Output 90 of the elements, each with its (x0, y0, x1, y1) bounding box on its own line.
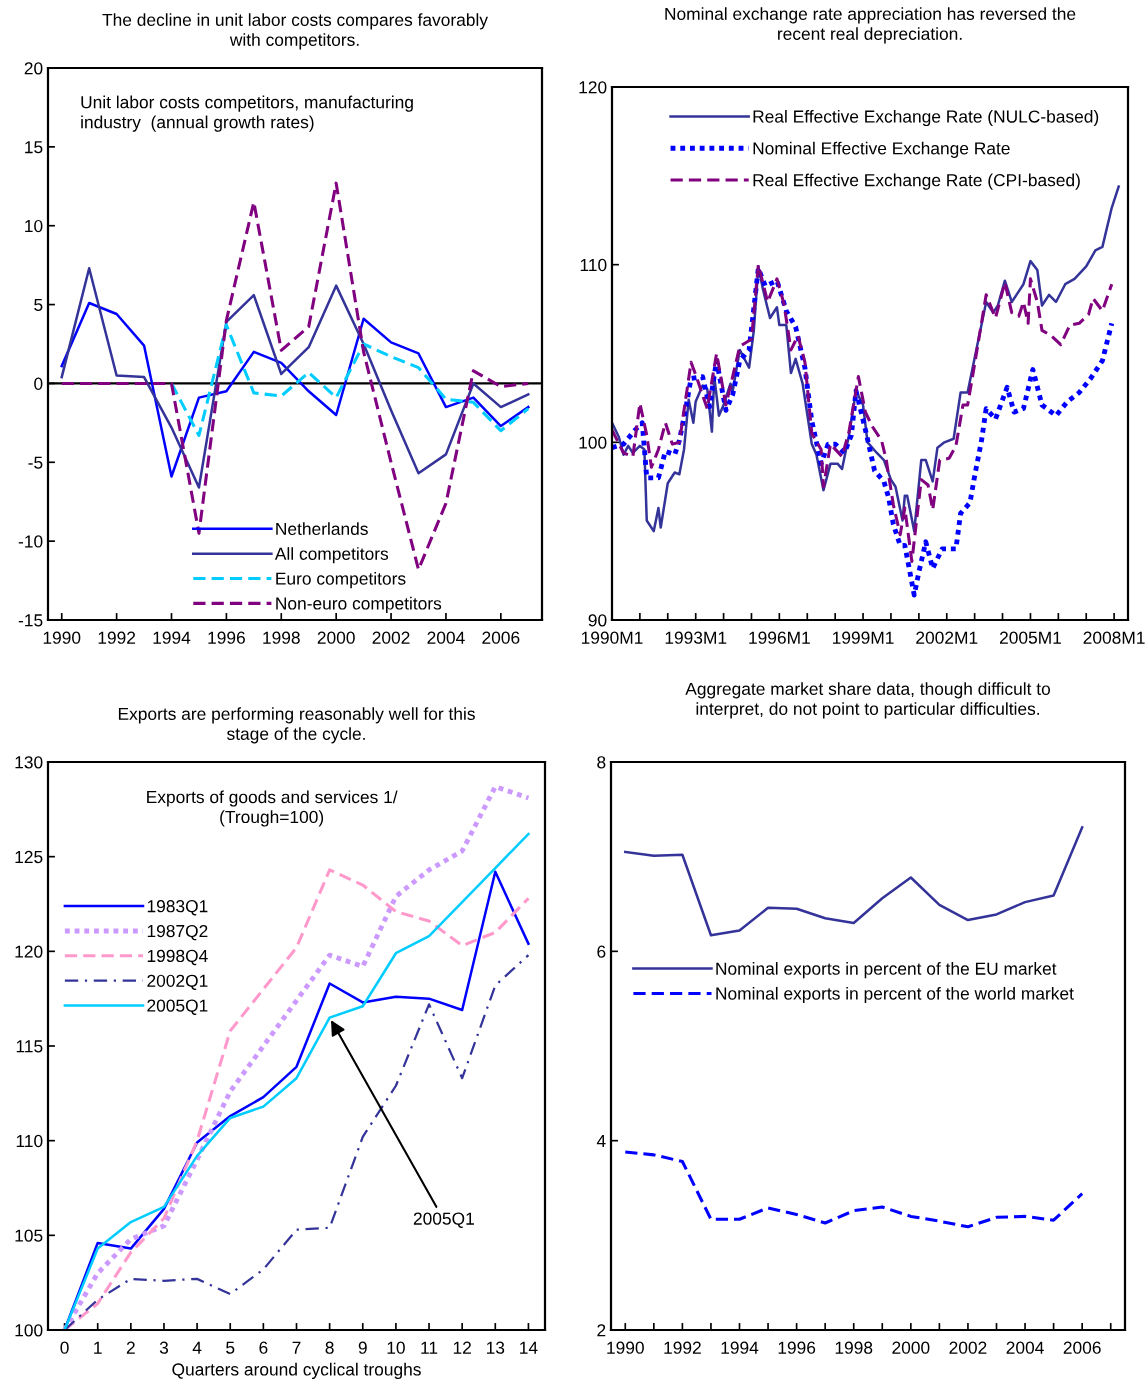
legend-label: 1983Q1 (147, 900, 208, 916)
line-series (624, 826, 1084, 937)
x-tick-label: 1996 (208, 631, 245, 644)
y-tick-label: 115 (16, 1040, 43, 1053)
x-tick-label: 2004 (1006, 1341, 1044, 1354)
y-tick-label: 90 (588, 614, 607, 627)
x-tick-label: 1992 (98, 631, 136, 644)
x-tick-label: 11 (421, 1341, 438, 1354)
line-series (60, 301, 530, 478)
y-tick-label: 4 (596, 1135, 606, 1147)
y-tick-label: 110 (16, 1134, 43, 1148)
x-tick-label: 2002 (949, 1341, 987, 1354)
x-tick-label: 10 (387, 1341, 405, 1354)
x-tick-label: 2002 (372, 631, 410, 644)
x-tick-label: 1996M1 (749, 631, 810, 644)
x-tick-label: 1994 (153, 631, 191, 644)
legend-label: 2002Q1 (147, 974, 208, 991)
x-tick-label: 7 (292, 1341, 301, 1354)
y-tick-label: 15 (25, 141, 43, 154)
line-series (60, 181, 530, 572)
x-tick-label: 1999M1 (833, 631, 894, 644)
annotation: Unit labor costs competitors, manufacturing industry (annual growth rates) (81, 95, 413, 132)
chart-title: Nominal exchange rate appreciation has reversed the recent real depreciation. (665, 7, 1076, 44)
x-tick-label: 1992 (664, 1341, 701, 1354)
x-tick-label: 12 (453, 1341, 471, 1354)
legend-label: 1987Q2 (147, 924, 208, 941)
x-tick-label: 2000 (317, 631, 355, 644)
x-tick-label: 2006 (1063, 1341, 1101, 1354)
x-tick-label: 1990 (607, 1341, 644, 1354)
legend-label: All competitors (274, 547, 389, 564)
y-tick-label: 120 (15, 945, 43, 958)
y-tick-label: 100 (579, 436, 607, 449)
y-tick-label: 120 (579, 81, 607, 94)
y-tick-label: 8 (597, 756, 606, 769)
x-axis-title: Quarters around cyclical troughs (172, 1362, 421, 1380)
y-tick-label: 130 (15, 756, 43, 769)
y-tick-label: 20 (24, 62, 43, 75)
y-tick-label: 100 (15, 1324, 43, 1337)
x-tick-label: 0 (60, 1341, 69, 1354)
x-tick-label: 1 (94, 1341, 102, 1354)
x-tick-label: 1998 (835, 1341, 873, 1354)
y-tick-label: -5 (28, 456, 43, 469)
chart-title: The decline in unit labor costs compares favorably with competitors. (102, 13, 488, 50)
legend-label: Netherlands (276, 522, 368, 536)
x-tick-label: 3 (159, 1341, 169, 1354)
y-tick-label: 10 (25, 219, 43, 233)
y-tick-label: 105 (15, 1229, 43, 1242)
x-tick-label: 2004 (427, 631, 465, 644)
line-series (60, 267, 530, 489)
legend-label: 1998Q4 (147, 949, 208, 966)
y-tick-label: 125 (15, 850, 43, 864)
y-tick-label: 2 (597, 1324, 606, 1337)
legend-label: 2005Q1 (147, 999, 208, 1015)
x-tick-label: 1990M1 (581, 631, 643, 644)
legend-label: Nominal exports in percent of the world market (716, 986, 1074, 1004)
x-tick-label: 13 (486, 1341, 505, 1354)
legend-label: Real Effective Exchange Rate (NULC-based) (753, 109, 1099, 127)
x-tick-label: 2 (126, 1341, 135, 1354)
x-tick-label: 1994 (721, 1341, 759, 1354)
annotation: Exports of goods and services 1/ (Trough=100) (147, 790, 398, 827)
x-tick-label: 1998 (263, 631, 300, 644)
x-tick-label: 5 (226, 1341, 235, 1354)
x-tick-label: 9 (358, 1341, 367, 1354)
x-tick-label: 2002M1 (916, 631, 978, 644)
x-tick-label: 4 (192, 1341, 202, 1354)
legend-label: Nominal Effective Exchange Rate (753, 141, 1010, 158)
y-tick-label: 110 (580, 258, 607, 272)
x-tick-label: 2005M1 (999, 631, 1061, 644)
y-tick-label: 5 (34, 298, 43, 312)
legend-label: Euro competitors (276, 572, 406, 589)
chart-title: Aggregate market share data, though difficult to interpret, do not point to particular difficulties. (685, 682, 1051, 719)
legend-label: Non-euro competitors (276, 596, 442, 614)
line-series (623, 1150, 1084, 1229)
x-tick-label: 2000 (892, 1341, 930, 1354)
y-tick-label: 6 (597, 945, 606, 958)
x-tick-label: 14 (520, 1341, 538, 1354)
chart-title: Exports are performing reasonably well for this stage of the cycle. (118, 707, 475, 744)
x-tick-label: 1993M1 (665, 631, 727, 644)
x-tick-label: 8 (325, 1341, 334, 1354)
x-tick-label: 1990 (43, 631, 81, 644)
x-tick-label: 1996 (778, 1341, 816, 1354)
legend-label: Real Effective Exchange Rate (CPI-based) (753, 173, 1080, 190)
annotation: 2005Q1 (413, 1212, 474, 1228)
y-tick-label: -15 (18, 614, 43, 627)
x-tick-label: 2008M1 (1083, 631, 1145, 644)
y-tick-label: -10 (18, 535, 43, 548)
x-tick-label: 2006 (482, 631, 520, 644)
legend-label: Nominal exports in percent of the EU market (716, 962, 1057, 979)
x-tick-label: 6 (259, 1341, 268, 1354)
y-tick-label: 0 (34, 377, 43, 390)
